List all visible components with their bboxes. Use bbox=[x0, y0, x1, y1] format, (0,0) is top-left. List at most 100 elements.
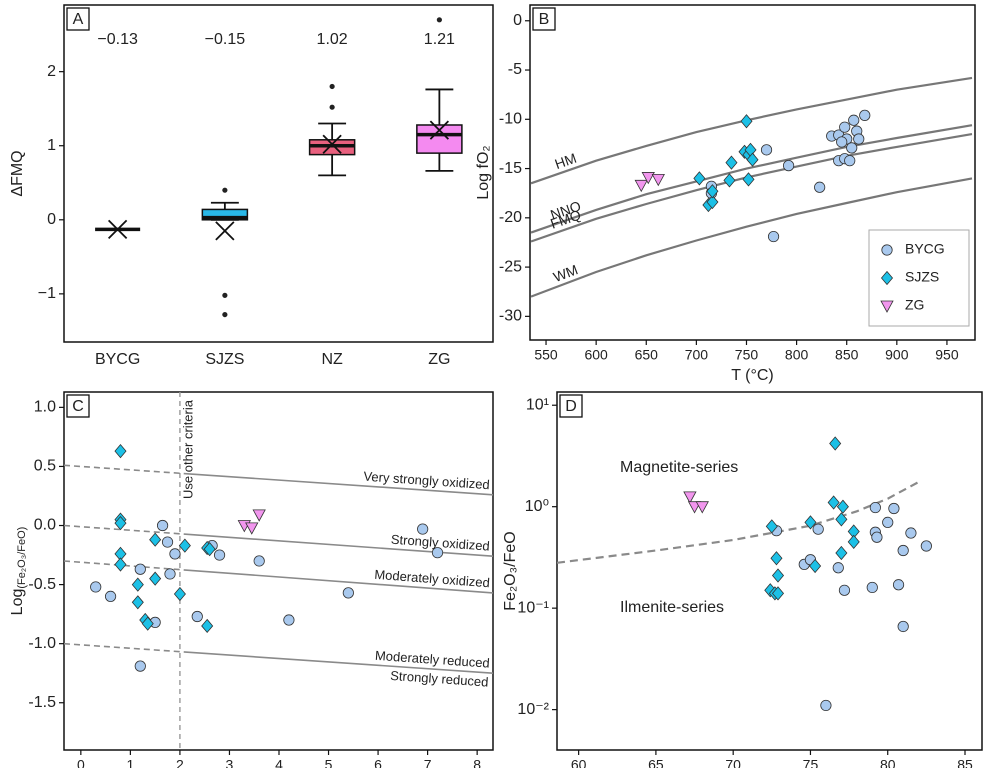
point bbox=[634, 179, 648, 193]
x-tick-label: 800 bbox=[785, 347, 809, 363]
point bbox=[706, 184, 719, 199]
buffer-curve bbox=[530, 124, 973, 234]
y-tick-label: -1.0 bbox=[28, 635, 56, 652]
point bbox=[848, 114, 860, 126]
point bbox=[114, 443, 127, 459]
y-axis-title: ΔFMQ bbox=[9, 150, 26, 196]
annotation: Ilmenite-series bbox=[620, 599, 724, 616]
outlier bbox=[329, 83, 335, 90]
buffer-curve bbox=[530, 177, 973, 298]
y-tick-label: 1.0 bbox=[34, 399, 56, 416]
point bbox=[283, 614, 295, 626]
legend-marker bbox=[880, 270, 894, 286]
curve-label: HM bbox=[553, 150, 579, 172]
y-tick-label: 0.0 bbox=[34, 517, 56, 534]
point bbox=[814, 181, 826, 193]
point bbox=[693, 171, 706, 186]
point bbox=[740, 114, 753, 129]
x-tick-label: 4 bbox=[275, 757, 283, 768]
outlier bbox=[222, 311, 228, 318]
reference-line bbox=[64, 524, 493, 557]
plot-frame bbox=[63, 4, 494, 343]
point bbox=[134, 563, 146, 575]
y-tick-label: 1 bbox=[47, 137, 56, 154]
point bbox=[809, 558, 822, 574]
point bbox=[835, 512, 848, 527]
point bbox=[920, 540, 932, 552]
y-axis-title: Log(Fe₂O₃/FeO) bbox=[9, 527, 28, 616]
point bbox=[770, 551, 783, 566]
outlier bbox=[222, 292, 228, 298]
point bbox=[897, 544, 909, 557]
point bbox=[882, 516, 894, 529]
point bbox=[191, 610, 203, 623]
point bbox=[853, 133, 865, 145]
point bbox=[695, 501, 709, 514]
point bbox=[829, 436, 842, 451]
point bbox=[149, 571, 162, 586]
point bbox=[836, 499, 849, 514]
point bbox=[765, 519, 778, 534]
legend-label: BYCG bbox=[905, 241, 945, 257]
point bbox=[213, 549, 226, 561]
panel-label: C bbox=[72, 398, 84, 415]
mean-marker bbox=[429, 120, 450, 140]
mean-label: 1.21 bbox=[424, 31, 455, 48]
point bbox=[812, 523, 824, 535]
y-tick-label: -25 bbox=[499, 258, 522, 275]
y-tick-label: -1.5 bbox=[28, 694, 56, 711]
outlier bbox=[329, 104, 335, 110]
mean-label: −0.15 bbox=[205, 31, 246, 48]
x-tick-label: 750 bbox=[735, 347, 759, 363]
mean-label: −0.13 bbox=[97, 31, 138, 48]
panel-label-box bbox=[559, 394, 583, 418]
point bbox=[203, 542, 216, 557]
point bbox=[839, 121, 851, 133]
reference-line bbox=[64, 642, 493, 674]
point bbox=[173, 586, 186, 602]
outlier bbox=[222, 187, 228, 193]
point bbox=[131, 577, 144, 592]
point bbox=[859, 109, 871, 121]
x-tick-label: ZG bbox=[428, 351, 450, 368]
x-tick-label: 1 bbox=[126, 757, 134, 768]
point bbox=[767, 230, 780, 243]
point bbox=[156, 519, 169, 532]
y-tick-label: -0.5 bbox=[28, 576, 56, 593]
x-tick-label: 2 bbox=[176, 757, 184, 768]
y-axis-title: Fe₂O₃/FeO bbox=[502, 531, 519, 610]
x-tick-label: BYCG bbox=[95, 351, 140, 368]
panel-label: D bbox=[565, 398, 577, 415]
point bbox=[706, 194, 719, 210]
point bbox=[835, 545, 848, 561]
point bbox=[827, 495, 840, 510]
mean-marker bbox=[215, 221, 235, 241]
mean-label: 1.02 bbox=[317, 31, 348, 48]
panel-label-box bbox=[66, 394, 90, 418]
x-tick-label: 65 bbox=[648, 757, 664, 768]
mean-marker bbox=[322, 134, 342, 154]
panel-label-box bbox=[532, 7, 556, 31]
y-tick-label: 2 bbox=[47, 63, 56, 80]
x-tick-label: 75 bbox=[803, 757, 819, 768]
point bbox=[742, 172, 755, 187]
box bbox=[201, 208, 249, 221]
point bbox=[892, 579, 905, 591]
point bbox=[725, 155, 738, 170]
panel-label-box bbox=[66, 7, 90, 31]
y-tick-label: 10¹ bbox=[526, 396, 549, 413]
point bbox=[90, 581, 102, 593]
point bbox=[252, 509, 266, 522]
reference-line bbox=[64, 464, 493, 496]
point bbox=[820, 699, 832, 712]
point bbox=[253, 555, 265, 567]
point bbox=[141, 616, 154, 631]
point bbox=[134, 660, 146, 672]
point bbox=[832, 562, 844, 574]
x-tick-label: 85 bbox=[957, 757, 973, 768]
zone-label: Strongly oxidized bbox=[390, 532, 490, 554]
x-tick-label: 3 bbox=[226, 757, 234, 768]
reference-line bbox=[64, 560, 493, 594]
x-tick-label: 650 bbox=[635, 347, 659, 363]
